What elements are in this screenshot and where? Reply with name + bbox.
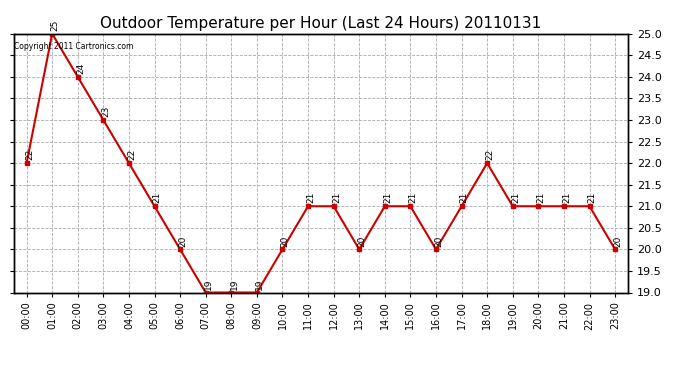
Text: 23: 23 (101, 106, 110, 117)
Text: 21: 21 (537, 192, 546, 204)
Text: 19: 19 (204, 278, 213, 290)
Text: 21: 21 (511, 192, 520, 204)
Text: 21: 21 (306, 192, 315, 204)
Text: 21: 21 (152, 192, 162, 204)
Text: 20: 20 (179, 235, 188, 247)
Text: 21: 21 (408, 192, 417, 204)
Text: 22: 22 (127, 149, 136, 160)
Text: 20: 20 (613, 235, 622, 247)
Text: 20: 20 (434, 235, 443, 247)
Text: 22: 22 (25, 149, 34, 160)
Text: 21: 21 (588, 192, 597, 204)
Text: 22: 22 (486, 149, 495, 160)
Text: Copyright 2011 Cartronics.com: Copyright 2011 Cartronics.com (14, 42, 134, 51)
Title: Outdoor Temperature per Hour (Last 24 Hours) 20110131: Outdoor Temperature per Hour (Last 24 Ho… (100, 16, 542, 31)
Text: 19: 19 (255, 278, 264, 290)
Text: 21: 21 (332, 192, 341, 204)
Text: 24: 24 (76, 63, 85, 74)
Text: 21: 21 (383, 192, 392, 204)
Text: 20: 20 (357, 235, 366, 247)
Text: 20: 20 (281, 235, 290, 247)
Text: 21: 21 (460, 192, 469, 204)
Text: 21: 21 (562, 192, 571, 204)
Text: 19: 19 (230, 278, 239, 290)
Text: 25: 25 (50, 20, 59, 31)
